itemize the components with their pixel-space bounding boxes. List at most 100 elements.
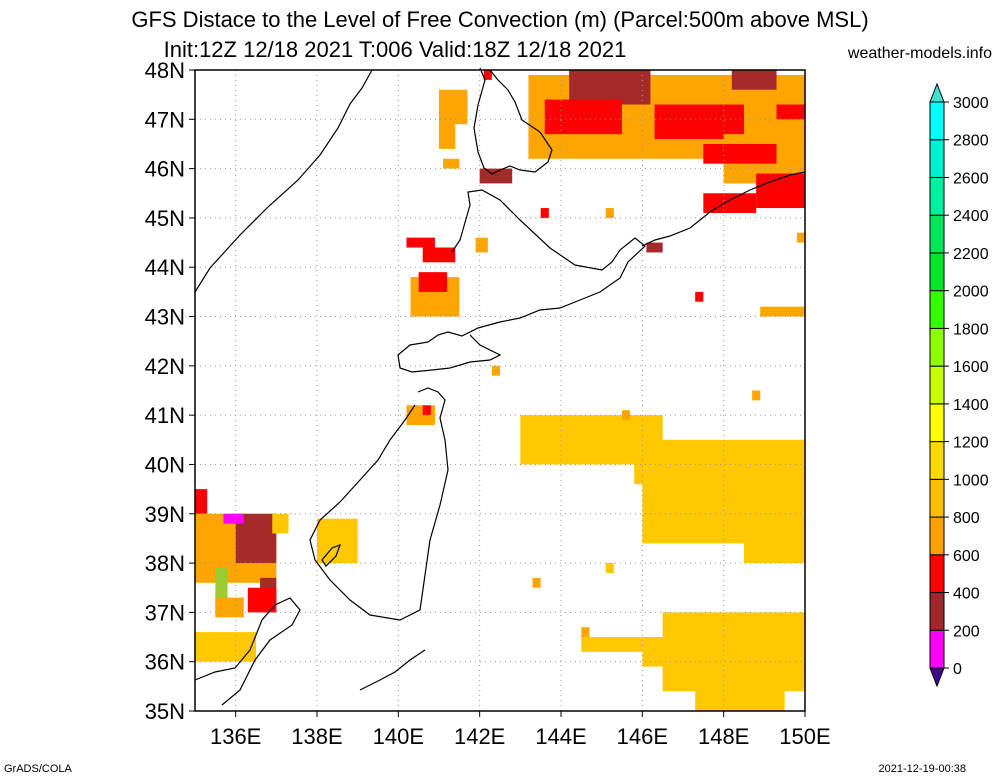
timestamp-label: 2021-12-19-00:38 (878, 763, 966, 775)
colorbar-label: 3000 (953, 95, 989, 112)
field-cell (731, 70, 777, 90)
field-cell (540, 208, 549, 218)
field-cell (272, 513, 289, 534)
colorbar-segment (929, 327, 945, 367)
lon-tick-label: 142E (454, 724, 505, 749)
lat-tick-label: 42N (145, 354, 185, 379)
site-label: weather-models.info (847, 45, 992, 62)
lat-tick-label: 46N (145, 157, 185, 182)
field-cell (581, 627, 590, 638)
chart-subtitle: Init:12Z 12/18 2021 T:006 Valid:18Z 12/1… (163, 37, 627, 62)
field-cell (532, 577, 541, 588)
field-cell (796, 232, 805, 243)
colorbar-segment (929, 403, 945, 443)
colorbar-label: 200 (953, 623, 980, 640)
field-cell (744, 513, 805, 564)
lon-tick-label: 140E (373, 724, 424, 749)
colorbar-label: 400 (953, 586, 980, 603)
field-cell (695, 291, 704, 302)
colorbar-label: 0 (953, 661, 962, 678)
field-cell (406, 237, 435, 248)
colorbar-segment (929, 592, 945, 631)
colorbar-label: 1000 (953, 472, 989, 489)
sakhalin-coast (473, 67, 553, 175)
colorbar-segment (929, 365, 945, 405)
field-cell (703, 193, 757, 213)
colorbar-label: 800 (953, 510, 980, 527)
colorbar-segment (929, 101, 945, 141)
field-cell (443, 158, 460, 169)
field-cell (703, 143, 777, 164)
lon-tick-label: 136E (210, 724, 261, 749)
colorbar: 0 200 400 600 800 1000 1200 1400 1600 1800 2000 220… (929, 82, 989, 688)
lat-tick-label: 36N (145, 650, 185, 675)
map-frame (194, 69, 806, 712)
field-cell (439, 89, 468, 125)
colorbar-segment (929, 441, 945, 480)
colorbar-label: 2600 (953, 170, 989, 187)
field-cell (422, 405, 431, 416)
field-cell (752, 390, 761, 401)
colorbar-segment (929, 290, 945, 329)
honshu-coast (309, 387, 449, 621)
field-cell (760, 306, 805, 317)
lat-tick-label: 37N (145, 600, 185, 625)
colorbar-segment (929, 478, 945, 518)
convection-field (195, 70, 805, 711)
noto-coast (194, 597, 301, 706)
field-cell (479, 168, 513, 184)
colorbar-label: 2400 (953, 208, 989, 225)
colorbar-segment (929, 516, 945, 556)
field-cell (605, 563, 614, 573)
field-cell (483, 70, 492, 80)
lat-tick-label: 47N (145, 107, 185, 132)
field-cell (654, 104, 744, 140)
colorbar-label: 2800 (953, 133, 989, 150)
field-cell (223, 513, 244, 524)
field-cell (695, 646, 785, 711)
field-cell (422, 247, 456, 263)
sado-coast (321, 543, 342, 567)
field-cell (544, 99, 622, 135)
colorbar-under-arrow (929, 667, 945, 688)
colorbar-label: 1400 (953, 397, 989, 414)
colorbar-label: 600 (953, 548, 980, 565)
lat-tick-label: 48N (145, 58, 185, 83)
kurils-coast (641, 171, 806, 247)
lat-tick-label: 40N (145, 452, 185, 477)
chart-title: GFS Distace to the Level of Free Convect… (131, 7, 869, 32)
colorbar-segment (929, 176, 945, 216)
lat-tick-label: 44N (145, 255, 185, 280)
lon-tick-label: 144E (535, 724, 586, 749)
lat-tick-label: 39N (145, 502, 185, 527)
lat-tick-label: 41N (145, 403, 185, 428)
colorbar-label: 2000 (953, 284, 989, 301)
field-cell (581, 637, 643, 652)
colorbar-label: 2200 (953, 246, 989, 263)
field-cell (418, 272, 448, 292)
lon-tick-label: 150E (779, 724, 830, 749)
coastline (194, 67, 806, 706)
colorbar-label: 1200 (953, 435, 989, 452)
field-cell (622, 410, 631, 421)
lon-tick-label: 146E (617, 724, 668, 749)
lat-tick-label: 38N (145, 551, 185, 576)
lat-tick-label: 43N (145, 305, 185, 330)
mainland-coast (194, 69, 373, 293)
colorbar-segment (929, 214, 945, 254)
lat-tick-label: 45N (145, 206, 185, 231)
field-cell (756, 173, 805, 209)
field-cell (317, 518, 358, 564)
colorbar-label: 1800 (953, 321, 989, 338)
field-cell (195, 632, 256, 662)
axis-labels: 35N 36N 37N 38N 39N 40N 41N 42N 43N 44N 45N 46N 47N 4… (145, 58, 831, 749)
lon-tick-label: 138E (291, 724, 342, 749)
field-cell (475, 237, 488, 253)
colorbar-over-arrow (929, 82, 945, 103)
kanto-coast (359, 649, 426, 691)
colorbar-segment (929, 629, 945, 669)
field-cell (195, 489, 208, 514)
colorbar-label: 1600 (953, 359, 989, 376)
colorbar-segment (929, 252, 945, 292)
